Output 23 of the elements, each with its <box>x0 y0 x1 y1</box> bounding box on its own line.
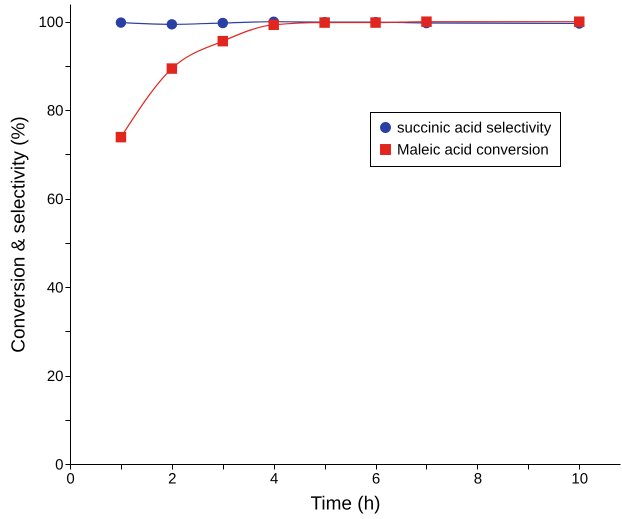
x-tick-label: 10 <box>571 470 588 488</box>
point <box>166 63 178 74</box>
x-tick-label: 2 <box>168 470 177 488</box>
point <box>116 132 126 142</box>
legend-label: succinic acid selectivity <box>397 120 552 136</box>
x-tick-label: 6 <box>372 470 380 488</box>
legend-label: Maleic acid conversion <box>397 142 549 158</box>
y-tick-label: 40 <box>46 280 64 297</box>
y-tick-label: 80 <box>46 102 64 120</box>
y-tick-label: 0 <box>55 456 64 474</box>
y-tick-label: 20 <box>46 368 64 386</box>
point <box>268 20 279 30</box>
point <box>218 36 228 46</box>
point <box>116 17 126 28</box>
x-tick-label: 0 <box>66 470 75 488</box>
point <box>218 18 228 28</box>
x-tick-label: 4 <box>270 470 278 488</box>
point <box>166 19 178 30</box>
y-tick-label: 60 <box>46 191 64 208</box>
x-tick-label: 8 <box>474 470 482 488</box>
x-axis-title: Time (h) <box>310 494 381 514</box>
y-axis-title: Conversion & selectivity (%) <box>8 116 30 353</box>
y-tick-label: 100 <box>38 14 64 32</box>
